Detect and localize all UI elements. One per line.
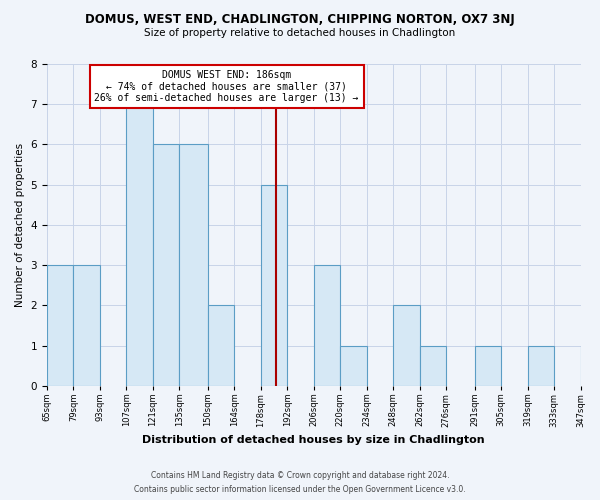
Bar <box>527 346 554 386</box>
Bar <box>153 144 179 386</box>
Bar <box>419 346 446 386</box>
Bar <box>127 104 153 386</box>
Bar <box>47 265 73 386</box>
Bar <box>340 346 367 386</box>
Text: Size of property relative to detached houses in Chadlington: Size of property relative to detached ho… <box>145 28 455 38</box>
Text: DOMUS WEST END: 186sqm
← 74% of detached houses are smaller (37)
26% of semi-det: DOMUS WEST END: 186sqm ← 74% of detached… <box>94 70 359 103</box>
Text: Contains HM Land Registry data © Crown copyright and database right 2024.
Contai: Contains HM Land Registry data © Crown c… <box>134 472 466 494</box>
Bar <box>73 265 100 386</box>
Text: DOMUS, WEST END, CHADLINGTON, CHIPPING NORTON, OX7 3NJ: DOMUS, WEST END, CHADLINGTON, CHIPPING N… <box>85 12 515 26</box>
Y-axis label: Number of detached properties: Number of detached properties <box>15 143 25 307</box>
X-axis label: Distribution of detached houses by size in Chadlington: Distribution of detached houses by size … <box>142 435 485 445</box>
Bar <box>393 306 419 386</box>
Bar <box>314 265 340 386</box>
Bar <box>208 306 234 386</box>
Bar <box>179 144 208 386</box>
Bar <box>261 184 287 386</box>
Bar <box>475 346 501 386</box>
Bar <box>581 346 600 386</box>
